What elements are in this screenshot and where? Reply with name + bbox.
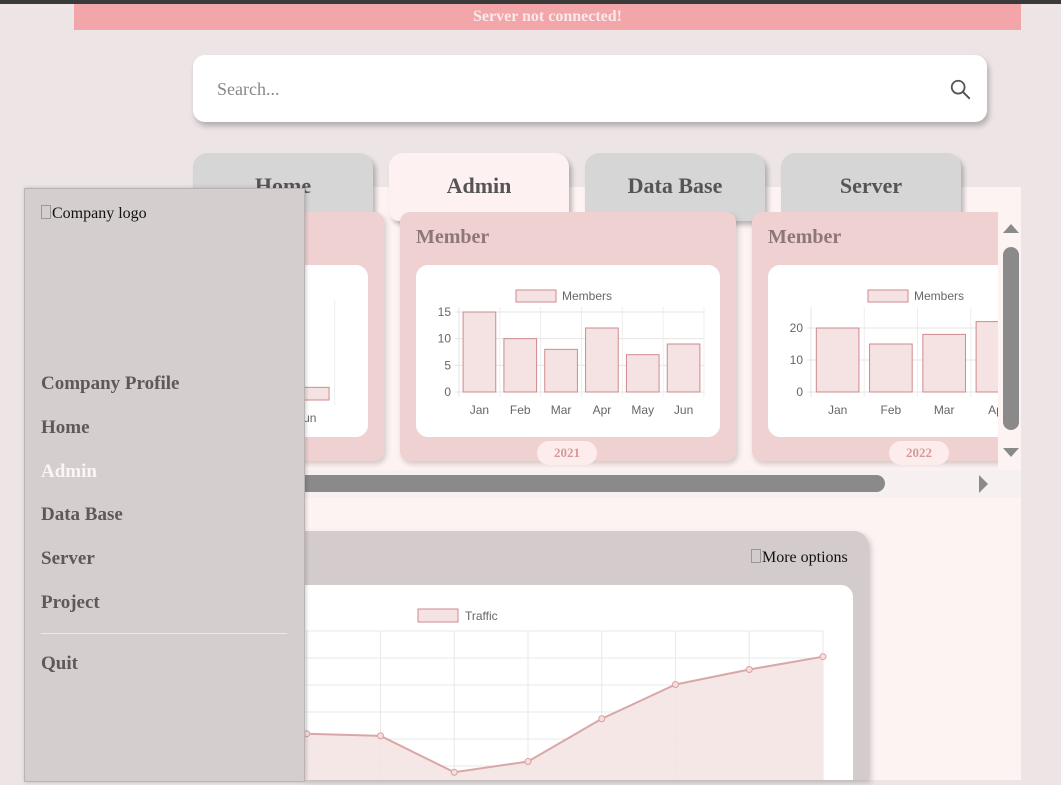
legend-swatch xyxy=(417,608,459,623)
legend-swatch xyxy=(515,289,557,303)
search-input[interactable] xyxy=(215,73,919,105)
data-point xyxy=(450,768,458,776)
member-chart-2021: Members 0 5 10 15 Jan Feb Mar Apr May Jun xyxy=(416,265,720,437)
sidebar-item-home[interactable]: Home xyxy=(41,417,90,438)
x-tick-label: May xyxy=(631,403,654,417)
cards-vertical-scrollbar[interactable] xyxy=(999,212,1021,470)
scroll-up-icon[interactable] xyxy=(1003,224,1019,233)
more-options-icon[interactable]: More options xyxy=(751,549,848,567)
search-icon[interactable] xyxy=(949,78,971,100)
bar xyxy=(922,333,966,393)
connection-warning-banner: Server not connected! xyxy=(74,4,1021,30)
data-point xyxy=(598,715,606,723)
sidebar-item-project[interactable]: Project xyxy=(41,592,100,613)
member-chart-2022: Members01020JanFebMarAprMa xyxy=(768,265,998,437)
sidebar-item-server[interactable]: Server xyxy=(41,548,95,569)
year-badge-2021[interactable]: 2021 xyxy=(537,441,597,465)
bar xyxy=(503,338,538,393)
data-point xyxy=(745,666,753,674)
member-card-partial: Jun xyxy=(303,212,384,461)
data-point xyxy=(377,732,384,740)
horizontal-scroll-thumb[interactable] xyxy=(303,475,885,492)
bar xyxy=(869,343,913,393)
cards-horizontal-scrollbar[interactable] xyxy=(303,470,1021,498)
member-chart-1-svg: Members 0 5 10 15 Jan Feb Mar Apr May Jun xyxy=(438,289,705,417)
area-fill xyxy=(233,648,823,785)
member-card-2022: Member Members01020JanFebMarAprMa 2022 xyxy=(752,212,998,465)
member-cards-carousel: Jun Member Members 0 5 10 15 Jan Feb Mar Apr May J… xyxy=(303,212,998,470)
tab-admin[interactable]: Admin xyxy=(389,153,569,221)
bar xyxy=(462,311,497,393)
traffic-card: More options Traffic xyxy=(229,531,868,785)
x-tick-label: Jun xyxy=(674,403,693,417)
sidebar-item-data-base[interactable]: Data Base xyxy=(41,504,123,525)
scrollbar-arrows xyxy=(1003,224,1019,457)
x-tick-label: Jan xyxy=(828,403,847,417)
y-tick-label: 5 xyxy=(444,358,451,372)
bar xyxy=(815,327,860,393)
x-tick-label: Feb xyxy=(510,403,531,417)
sidebar-item-admin[interactable]: Admin xyxy=(41,461,97,482)
bar xyxy=(666,343,701,393)
x-tick-label: Jan xyxy=(470,403,489,417)
x-tick-label: Apr xyxy=(988,403,998,417)
x-tick-label: Feb xyxy=(881,403,902,417)
member-chart-partial: Jun xyxy=(303,265,368,437)
window-top-bar xyxy=(0,0,1061,4)
sidebar: Company logo Company Profile Home Admin … xyxy=(24,188,305,782)
x-tick-label: Mar xyxy=(551,403,572,417)
legend-label: Members xyxy=(562,289,612,303)
legend-label: Traffic xyxy=(465,609,498,623)
vertical-scroll-thumb[interactable] xyxy=(1003,247,1019,430)
legend-swatch xyxy=(867,289,909,303)
bar xyxy=(585,327,619,393)
scroll-right-icon[interactable] xyxy=(973,470,993,498)
x-tick-label: Jun xyxy=(303,411,316,425)
y-tick-label: 10 xyxy=(790,353,804,367)
y-tick-label: 10 xyxy=(438,332,452,346)
member-card-2021: Member Members 0 5 10 15 Jan Feb Mar Apr May Jun 2… xyxy=(400,212,736,465)
y-tick-label: 0 xyxy=(796,385,803,399)
bar xyxy=(303,386,330,401)
sidebar-divider xyxy=(41,633,287,634)
y-tick-label: 0 xyxy=(444,385,451,399)
member-chart-0-svg: Jun xyxy=(303,300,336,425)
x-tick-label: Apr xyxy=(593,403,612,417)
tab-server[interactable]: Server xyxy=(781,153,961,221)
y-tick-label: 15 xyxy=(438,305,452,319)
scroll-down-icon[interactable] xyxy=(1003,448,1019,457)
data-point xyxy=(672,681,679,688)
x-tick-label: Mar xyxy=(934,403,955,417)
member-card-title: Member xyxy=(416,226,490,248)
bar xyxy=(975,321,998,393)
traffic-chart-svg: Traffic xyxy=(229,608,827,785)
member-chart-2-svg: Members01020JanFebMarAprMa xyxy=(790,289,998,417)
data-point xyxy=(524,758,532,766)
sidebar-item-quit[interactable]: Quit xyxy=(41,653,78,674)
company-logo: Company logo xyxy=(41,205,147,223)
tab-data-base[interactable]: Data Base xyxy=(585,153,765,221)
data-point xyxy=(819,653,827,661)
year-badge-2022[interactable]: 2022 xyxy=(889,441,949,465)
member-card-title: Member xyxy=(768,226,842,248)
search-bar xyxy=(193,55,987,122)
sidebar-item-company-profile[interactable]: Company Profile xyxy=(41,373,180,394)
legend-label: Members xyxy=(914,289,964,303)
bar xyxy=(625,354,660,393)
bar xyxy=(544,348,578,393)
y-tick-label: 20 xyxy=(790,321,804,335)
traffic-chart: Traffic xyxy=(229,585,853,785)
